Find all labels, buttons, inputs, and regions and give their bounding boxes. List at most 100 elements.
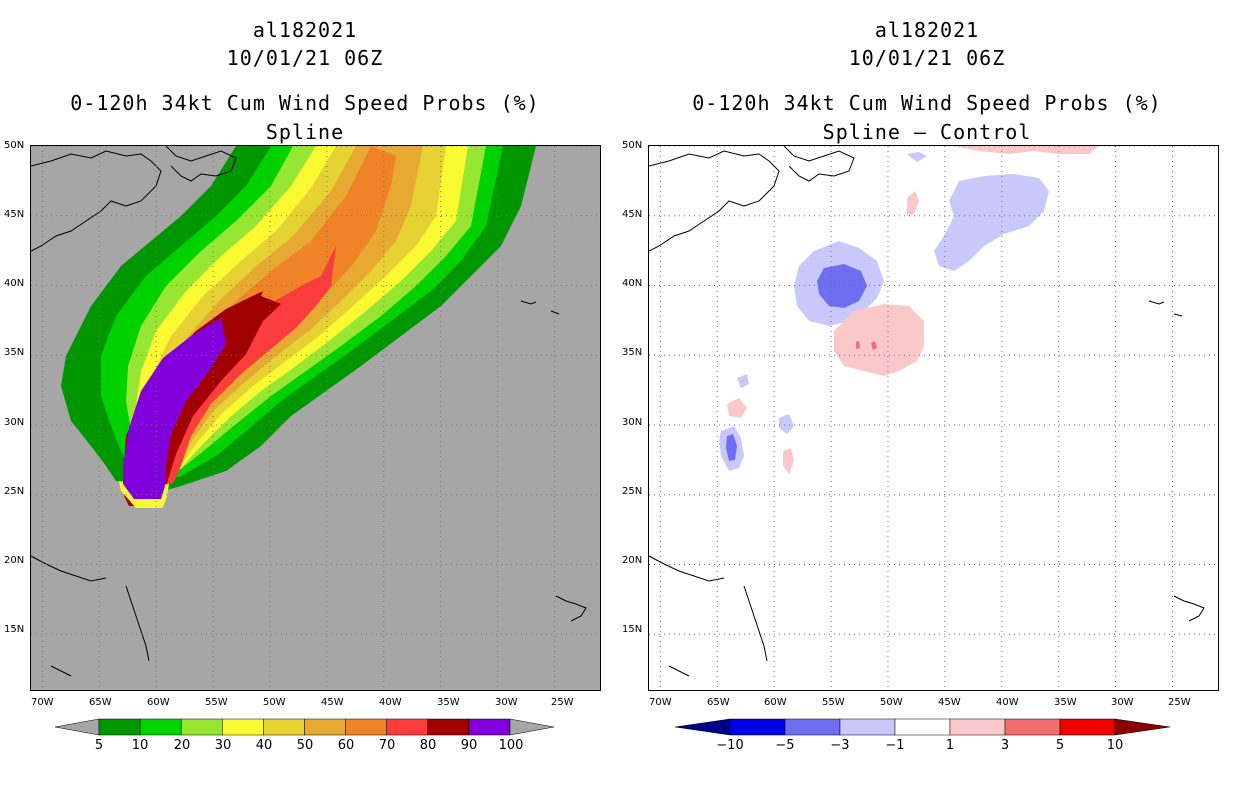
- colorbar-box: [1059, 718, 1116, 736]
- lon-label: 55W: [822, 697, 845, 708]
- left-map-svg: [31, 146, 600, 690]
- right-title-storm: al182021: [874, 18, 980, 42]
- left-title-time: 10/01/21 06Z: [226, 46, 384, 70]
- lat-label: 35N: [4, 347, 25, 358]
- colorbar-box: [222, 718, 264, 736]
- lon-label: 65W: [707, 697, 730, 708]
- lat-label: 15N: [4, 624, 25, 635]
- colorbar-box: [729, 718, 786, 736]
- difference-blobs: [719, 146, 1099, 474]
- blob-pos-center-inner: [856, 341, 877, 350]
- lon-label: 35W: [437, 697, 460, 708]
- right-colorbar-under: [675, 718, 731, 736]
- blob-neg-center-inner: [817, 264, 867, 308]
- colorbar-label: −10: [716, 738, 744, 753]
- blob-neg-sw-small: [737, 374, 749, 388]
- lon-label: 50W: [263, 697, 286, 708]
- lon-label: 65W: [89, 697, 112, 708]
- band-70: [163, 246, 336, 484]
- left-grid: [31, 146, 600, 690]
- lat-label: 25N: [622, 486, 643, 497]
- colorbar-label: 3: [1000, 738, 1010, 753]
- colorbar-label: 90: [460, 738, 478, 753]
- colorbar-label: 10: [1106, 738, 1124, 753]
- colorbar-label: 100: [498, 738, 524, 753]
- lat-label: 30N: [622, 417, 643, 428]
- right-title-time: 10/01/21 06Z: [848, 46, 1006, 70]
- colorbar-box: [180, 718, 223, 736]
- colorbar-label: 1: [945, 738, 955, 753]
- blob-pos-south-small: [783, 448, 794, 474]
- colorbar-label: 70: [378, 738, 396, 753]
- colorbar-label: 80: [419, 738, 437, 753]
- lon-label: 40W: [379, 697, 402, 708]
- colorbar-box: [468, 718, 511, 736]
- colorbar-label: 5: [1055, 738, 1065, 753]
- lat-label: 50N: [4, 140, 25, 151]
- colorbar-box: [894, 718, 951, 736]
- lat-label: 20N: [4, 555, 25, 566]
- colorbar-box: [949, 718, 1006, 736]
- right-grid: [649, 146, 1218, 690]
- lon-label: 25W: [551, 697, 574, 708]
- right-map-svg: [649, 146, 1218, 690]
- lon-label: 70W: [31, 697, 54, 708]
- colorbar-label: −3: [830, 738, 850, 753]
- colorbar-box: [1004, 718, 1061, 736]
- colorbar-box: [386, 718, 429, 736]
- right-title-variable: 0-120h 34kt Cum Wind Speed Probs (%): [692, 91, 1162, 115]
- left-title-variable: 0-120h 34kt Cum Wind Speed Probs (%): [70, 91, 540, 115]
- colorbar-label: −5: [775, 738, 795, 753]
- colorbar-label: 50: [296, 738, 314, 753]
- colorbar-label: 60: [337, 738, 355, 753]
- lat-label: 40N: [4, 278, 25, 289]
- lat-label: 45N: [622, 209, 643, 220]
- blob-pos-top: [954, 146, 1099, 154]
- colorbar-label: 20: [173, 738, 191, 753]
- colorbar-label: 30: [214, 738, 232, 753]
- left-colorbar: [55, 718, 555, 736]
- blob-pos-center-outer: [834, 304, 924, 376]
- right-map: [648, 145, 1219, 691]
- blob-pos-southwest: [727, 398, 747, 418]
- colorbar-label: 10: [131, 738, 149, 753]
- colorbar-label: −1: [885, 738, 905, 753]
- blob-pos-small-north: [907, 191, 919, 216]
- lon-label: 35W: [1054, 697, 1077, 708]
- lon-label: 25W: [1168, 697, 1191, 708]
- colorbar-box: [839, 718, 896, 736]
- band-90: [123, 318, 226, 499]
- lon-label: 60W: [764, 697, 787, 708]
- left-colorbar-under: [55, 718, 100, 736]
- lon-label: 40W: [996, 697, 1019, 708]
- left-title-storm: al182021: [252, 18, 358, 42]
- lon-label: 50W: [880, 697, 903, 708]
- lat-label: 40N: [622, 278, 643, 289]
- colorbar-box: [98, 718, 141, 736]
- right-colorbar-over: [1114, 718, 1171, 736]
- right-title-method: Spline – Control: [822, 120, 1032, 144]
- lat-label: 45N: [4, 209, 25, 220]
- lon-label: 70W: [649, 697, 672, 708]
- lon-label: 55W: [205, 697, 228, 708]
- coastlines-right: [649, 146, 1205, 677]
- lon-label: 45W: [938, 697, 961, 708]
- colorbar-box: [345, 718, 387, 736]
- colorbar-box: [139, 718, 182, 736]
- blob-neg-southwest-inner: [726, 434, 737, 461]
- lon-label: 30W: [1111, 697, 1134, 708]
- lat-label: 20N: [622, 555, 643, 566]
- lon-label: 30W: [495, 697, 518, 708]
- colorbar-box: [304, 718, 346, 736]
- blob-neg-northeast: [934, 174, 1049, 271]
- left-map: [30, 145, 601, 691]
- lat-label: 50N: [622, 140, 643, 151]
- colorbar-box: [427, 718, 470, 736]
- lon-label: 60W: [147, 697, 170, 708]
- right-colorbar: [675, 718, 1171, 736]
- colorbar-label: 40: [255, 738, 273, 753]
- colorbar-label: 5: [94, 738, 104, 753]
- left-colorbar-over: [509, 718, 555, 736]
- colorbar-box: [784, 718, 841, 736]
- lon-label: 45W: [321, 697, 344, 708]
